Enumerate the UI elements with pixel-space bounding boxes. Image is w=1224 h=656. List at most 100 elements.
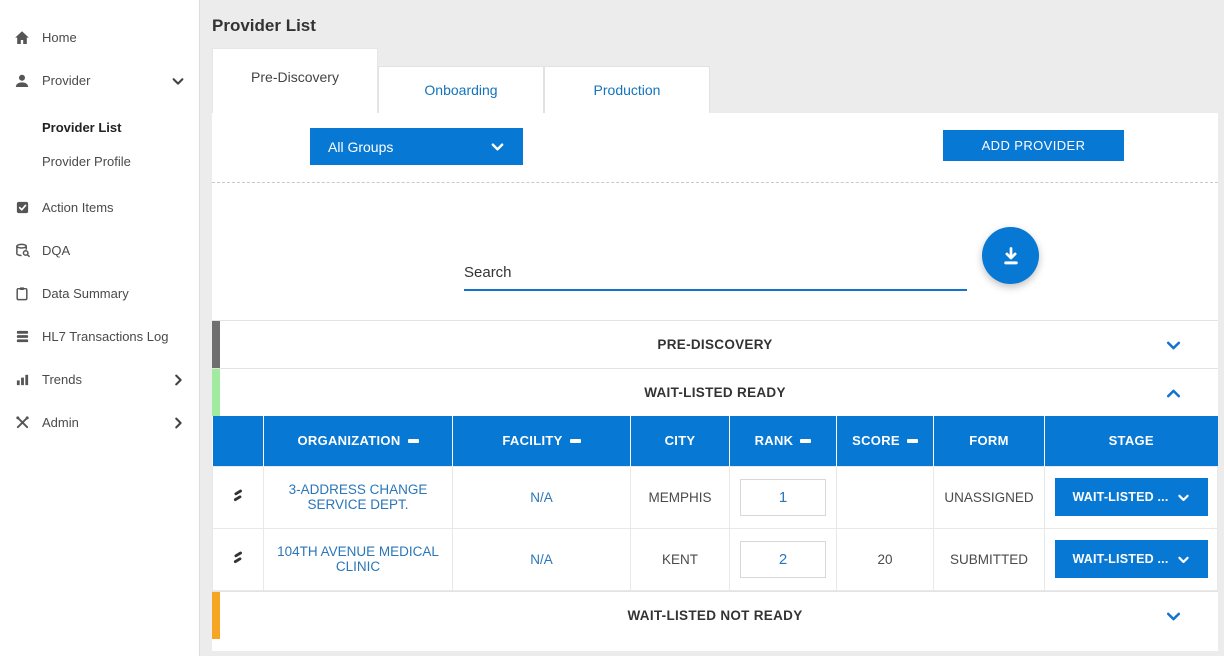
column-header-facility[interactable]: FACILITY [452,416,631,466]
chevron-down-icon[interactable] [1165,608,1182,625]
sidebar-item-label: Action Items [42,200,114,215]
chevron-down-icon [1177,491,1190,504]
column-label: FACILITY [502,433,563,449]
sidebar-item-label: Home [42,30,77,45]
sidebar-item-data-summary[interactable]: Data Summary [0,272,199,315]
provider-table: ORGANIZATION FACILITY CITY RANK SCORE [212,416,1218,591]
section-wait-listed-ready[interactable]: WAIT-LISTED READY [212,368,1218,416]
person-icon [14,73,30,89]
column-header-stage[interactable]: STAGE [1044,416,1218,466]
tab-label: Production [593,82,661,98]
tab-production[interactable]: Production [544,66,710,113]
sidebar-item-label: Admin [42,415,79,430]
download-icon [1000,245,1022,267]
column-label: CITY [664,433,696,449]
drag-handle-icon[interactable] [231,550,246,565]
database-search-icon [14,243,30,259]
sidebar-item-provider-profile[interactable]: Provider Profile [0,144,199,178]
stage-dropdown-value: WAIT-LISTED ... [1072,552,1169,566]
table-header-row: ORGANIZATION FACILITY CITY RANK SCORE [212,416,1218,466]
bar-chart-icon [14,372,30,388]
clipboard-icon [14,286,30,302]
provider-sub-menu: Provider List Provider Profile [0,110,199,178]
rank-input[interactable] [740,540,826,578]
sidebar-subitem-label: Provider Profile [42,153,131,169]
main-content: Provider List Pre-Discovery Onboarding P… [200,0,1224,656]
column-label: FORM [969,433,1009,449]
chevron-up-icon[interactable] [1165,385,1182,402]
section-title: WAIT-LISTED NOT READY [627,607,803,623]
score-value: 20 [836,527,934,591]
tab-bar: Pre-Discovery Onboarding Production [212,48,1224,113]
sort-dash-icon [906,439,918,444]
sort-dash-icon [569,439,581,444]
column-header-score[interactable]: SCORE [836,416,934,466]
search-input[interactable] [464,255,967,291]
drag-handle-icon[interactable] [231,488,246,503]
section-wait-listed-not-ready[interactable]: WAIT-LISTED NOT READY [212,590,1218,639]
form-value: UNASSIGNED [933,465,1045,529]
sidebar-item-provider[interactable]: Provider [0,59,199,102]
column-header-handle [212,416,264,466]
rank-input[interactable] [740,478,826,516]
stage-dropdown[interactable]: WAIT-LISTED ... [1054,540,1208,578]
city-value: KENT [630,527,730,591]
sidebar-item-label: Provider [42,73,91,88]
column-header-form[interactable]: FORM [933,416,1045,466]
chevron-right-icon [171,416,185,430]
organization-link[interactable]: 104TH AVENUE MEDICAL CLINIC [263,527,453,591]
groups-dropdown[interactable]: All Groups [310,128,523,165]
sidebar-item-action-items[interactable]: Action Items [0,186,199,229]
score-value [836,465,934,529]
stage-dropdown[interactable]: WAIT-LISTED ... [1054,478,1208,516]
sidebar: Home Provider Provider List Provider Pro… [0,0,200,656]
checklist-icon [14,200,30,216]
column-label: ORGANIZATION [297,433,401,449]
sidebar-item-provider-list[interactable]: Provider List [0,110,199,144]
tab-content-panel: All Groups ADD PROVIDER P [212,113,1218,651]
organization-link[interactable]: 3-ADDRESS CHANGE SERVICE DEPT. [263,465,453,529]
column-label: RANK [754,433,794,449]
section-accent-bar [212,369,220,416]
section-title: WAIT-LISTED READY [644,385,786,400]
section-pre-discovery[interactable]: PRE-DISCOVERY [212,320,1218,368]
home-icon [14,30,30,46]
download-button[interactable] [982,227,1039,284]
column-label: SCORE [852,433,900,449]
column-header-organization[interactable]: ORGANIZATION [263,416,453,466]
sidebar-item-label: HL7 Transactions Log [42,329,169,344]
sidebar-item-hl7-log[interactable]: HL7 Transactions Log [0,315,199,358]
column-header-rank[interactable]: RANK [729,416,837,466]
city-value: MEMPHIS [630,465,730,529]
server-stack-icon [14,329,30,345]
chevron-right-icon [171,373,185,387]
sidebar-item-label: Trends [42,372,82,387]
sidebar-item-trends[interactable]: Trends [0,358,199,401]
page-title: Provider List [212,16,316,35]
column-label: STAGE [1108,433,1154,449]
sidebar-item-label: DQA [42,243,71,258]
sidebar-item-home[interactable]: Home [0,16,199,59]
column-header-city[interactable]: CITY [630,416,730,466]
sort-dash-icon [407,439,419,444]
sidebar-item-label: Data Summary [42,286,129,301]
tab-onboarding[interactable]: Onboarding [378,66,544,113]
section-accent-bar [212,321,220,368]
sidebar-item-dqa[interactable]: DQA [0,229,199,272]
add-provider-button[interactable]: ADD PROVIDER [943,130,1124,161]
chevron-down-icon[interactable] [1165,337,1182,354]
table-row: 104TH AVENUE MEDICAL CLINIC N/A KENT 20 … [212,527,1218,591]
sidebar-nav: Home Provider Provider List Provider Pro… [0,0,199,444]
sidebar-item-admin[interactable]: Admin [0,401,199,444]
sort-dash-icon [800,439,812,444]
stage-dropdown-value: WAIT-LISTED ... [1072,490,1169,504]
table-row: 3-ADDRESS CHANGE SERVICE DEPT. N/A MEMPH… [212,465,1218,529]
tools-icon [14,415,30,431]
tab-pre-discovery[interactable]: Pre-Discovery [212,48,378,113]
form-value: SUBMITTED [933,527,1045,591]
chevron-down-icon [171,74,185,88]
chevron-down-icon [490,139,505,154]
facility-value: N/A [452,465,631,529]
facility-value: N/A [452,527,631,591]
